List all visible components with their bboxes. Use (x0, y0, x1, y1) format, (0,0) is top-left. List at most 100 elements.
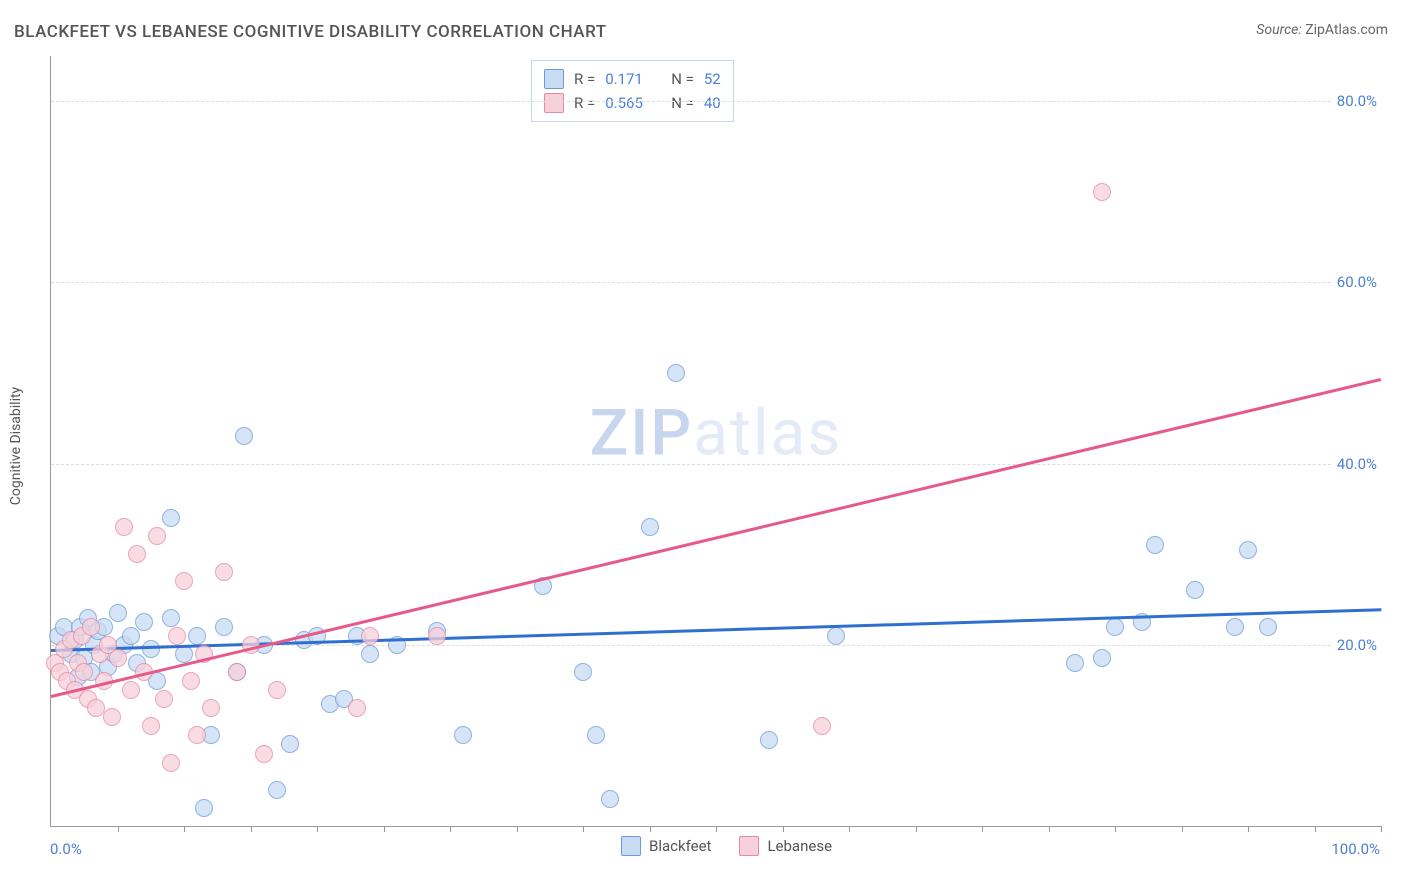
data-point (175, 572, 193, 590)
legend-swatch (544, 69, 564, 89)
legend-label: Lebanese (767, 837, 832, 855)
source-label: Source: (1256, 22, 1301, 38)
x-tick-mark (1182, 826, 1183, 832)
data-point (255, 745, 273, 763)
x-tick-mark (916, 826, 917, 832)
data-point (162, 609, 180, 627)
y-tick-label: 20.0% (1331, 636, 1383, 654)
data-point (1239, 541, 1257, 559)
data-point (162, 509, 180, 527)
legend-row: R = 0.565 N = 40 (544, 91, 721, 115)
legend-swatch (544, 93, 564, 113)
data-point (215, 563, 233, 581)
trend-line (51, 378, 1382, 697)
r-label: R = (574, 94, 595, 112)
chart-title: BLACKFEET VS LEBANESE COGNITIVE DISABILI… (14, 22, 607, 42)
data-point (122, 627, 140, 645)
data-point (155, 690, 173, 708)
gridline (51, 464, 1381, 465)
data-point (162, 754, 180, 772)
y-tick-label: 80.0% (1331, 92, 1383, 110)
x-tick-mark (517, 826, 518, 832)
data-point (587, 726, 605, 744)
x-tick-mark (1315, 826, 1316, 832)
data-point (128, 545, 146, 563)
legend-label: Blackfeet (649, 837, 711, 855)
data-point (1093, 649, 1111, 667)
data-point (281, 735, 299, 753)
data-point (641, 518, 659, 536)
x-tick-mark (384, 826, 385, 832)
correlation-legend: R = 0.171 N = 52 R = 0.565 N = 40 (531, 60, 734, 122)
legend-row: R =0.171N =52 (544, 67, 721, 91)
data-point (109, 649, 127, 667)
x-tick-mark (783, 826, 784, 832)
x-tick-mark (118, 826, 119, 832)
data-point (235, 427, 253, 445)
data-point (1093, 183, 1111, 201)
data-point (182, 672, 200, 690)
source-attribution: Source: ZipAtlas.com (1256, 22, 1388, 38)
x-tick-mark (849, 826, 850, 832)
x-axis-min-label: 0.0% (50, 840, 82, 858)
watermark-suffix: atlas (693, 396, 842, 471)
data-point (228, 663, 246, 681)
data-point (195, 799, 213, 817)
x-tick-mark (251, 826, 252, 832)
legend-swatch (739, 836, 759, 856)
data-point (574, 663, 592, 681)
data-point (168, 627, 186, 645)
x-tick-mark (583, 826, 584, 832)
r-value: 0.565 (605, 94, 661, 112)
n-label: N = (671, 94, 694, 112)
watermark-prefix: ZIP (590, 396, 694, 471)
data-point (1066, 654, 1084, 672)
legend-item: Blackfeet (621, 836, 711, 856)
x-tick-mark (317, 826, 318, 832)
source-value: ZipAtlas.com (1305, 22, 1388, 38)
series-legend: Blackfeet Lebanese (621, 836, 832, 856)
data-point (1226, 618, 1244, 636)
data-point (103, 708, 121, 726)
data-point (827, 627, 845, 645)
data-point (1146, 536, 1164, 554)
data-point (348, 699, 366, 717)
x-tick-mark (184, 826, 185, 832)
gridline (51, 282, 1381, 283)
data-point (813, 717, 831, 735)
y-axis-label: Cognitive Disability (8, 387, 24, 505)
data-point (361, 627, 379, 645)
x-tick-mark (450, 826, 451, 832)
data-point (760, 731, 778, 749)
legend-swatch (621, 836, 641, 856)
x-tick-mark (650, 826, 651, 832)
data-point (1186, 581, 1204, 599)
r-label: R = (574, 70, 595, 88)
data-point (428, 627, 446, 645)
r-value: 0.171 (605, 70, 661, 88)
data-point (188, 627, 206, 645)
data-point (142, 717, 160, 735)
data-point (454, 726, 472, 744)
data-point (115, 518, 133, 536)
n-value: 52 (704, 70, 721, 88)
x-tick-mark (1248, 826, 1249, 832)
data-point (601, 790, 619, 808)
scatter-plot: ZIPatlas R =0.171N =52R =0.565N =40 Blac… (50, 56, 1381, 827)
x-tick-mark (982, 826, 983, 832)
data-point (75, 663, 93, 681)
gridline (51, 101, 1381, 102)
data-point (215, 618, 233, 636)
n-value: 40 (704, 94, 721, 112)
data-point (268, 681, 286, 699)
data-point (1106, 618, 1124, 636)
x-tick-mark (1381, 826, 1382, 832)
data-point (82, 618, 100, 636)
x-tick-mark (716, 826, 717, 832)
data-point (148, 527, 166, 545)
data-point (667, 364, 685, 382)
data-point (142, 640, 160, 658)
data-point (109, 604, 127, 622)
watermark: ZIPatlas (590, 396, 843, 471)
data-point (135, 613, 153, 631)
